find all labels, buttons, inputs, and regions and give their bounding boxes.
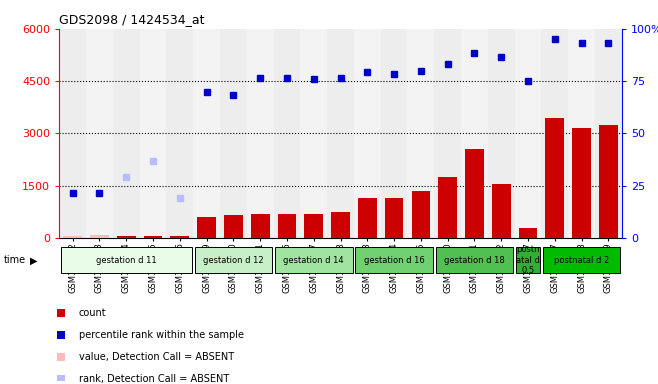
Text: time: time: [3, 255, 26, 265]
Bar: [274, 29, 300, 238]
Bar: [166, 29, 193, 238]
Bar: [170, 236, 189, 238]
Bar: [278, 214, 296, 238]
Bar: [381, 29, 407, 238]
Bar: [516, 247, 540, 273]
Text: gestation d 12: gestation d 12: [203, 256, 264, 265]
Bar: [113, 29, 139, 238]
Text: gestation d 11: gestation d 11: [96, 256, 157, 265]
Bar: [61, 247, 192, 273]
Bar: [572, 128, 591, 238]
Text: postn
atal d
0.5: postn atal d 0.5: [516, 245, 540, 275]
Bar: [63, 236, 82, 238]
Bar: [59, 29, 86, 238]
Bar: [595, 29, 622, 238]
Bar: [434, 29, 461, 238]
Bar: [247, 29, 274, 238]
Bar: [143, 236, 163, 238]
Bar: [193, 29, 220, 238]
Bar: [519, 228, 538, 238]
Bar: [195, 247, 272, 273]
Bar: [438, 177, 457, 238]
Bar: [355, 247, 433, 273]
Bar: [86, 29, 113, 238]
Bar: [300, 29, 327, 238]
Text: gestation d 16: gestation d 16: [364, 256, 424, 265]
Bar: [197, 217, 216, 238]
Bar: [492, 184, 511, 238]
Bar: [488, 29, 515, 238]
Bar: [275, 247, 353, 273]
Bar: [354, 29, 381, 238]
Bar: [569, 29, 595, 238]
Bar: [436, 247, 513, 273]
Bar: [515, 29, 542, 238]
Text: value, Detection Call = ABSENT: value, Detection Call = ABSENT: [79, 353, 234, 362]
Bar: [411, 191, 430, 238]
Bar: [331, 212, 350, 238]
Bar: [224, 215, 243, 238]
Bar: [461, 29, 488, 238]
Bar: [251, 214, 270, 238]
Bar: [117, 236, 136, 238]
Text: gestation d 14: gestation d 14: [284, 256, 344, 265]
Bar: [220, 29, 247, 238]
Bar: [327, 29, 354, 238]
Text: rank, Detection Call = ABSENT: rank, Detection Call = ABSENT: [79, 374, 229, 384]
Text: count: count: [79, 308, 107, 318]
Bar: [385, 198, 403, 238]
Text: percentile rank within the sample: percentile rank within the sample: [79, 330, 243, 340]
Bar: [358, 198, 376, 238]
Text: GDS2098 / 1424534_at: GDS2098 / 1424534_at: [59, 13, 205, 26]
Bar: [545, 118, 564, 238]
Text: gestation d 18: gestation d 18: [444, 256, 505, 265]
Bar: [90, 235, 109, 238]
Bar: [465, 149, 484, 238]
Bar: [305, 214, 323, 238]
Bar: [407, 29, 434, 238]
Text: ▶: ▶: [30, 255, 37, 265]
Bar: [542, 29, 569, 238]
Bar: [543, 247, 620, 273]
Text: postnatal d 2: postnatal d 2: [554, 256, 609, 265]
Bar: [599, 125, 618, 238]
Bar: [139, 29, 166, 238]
